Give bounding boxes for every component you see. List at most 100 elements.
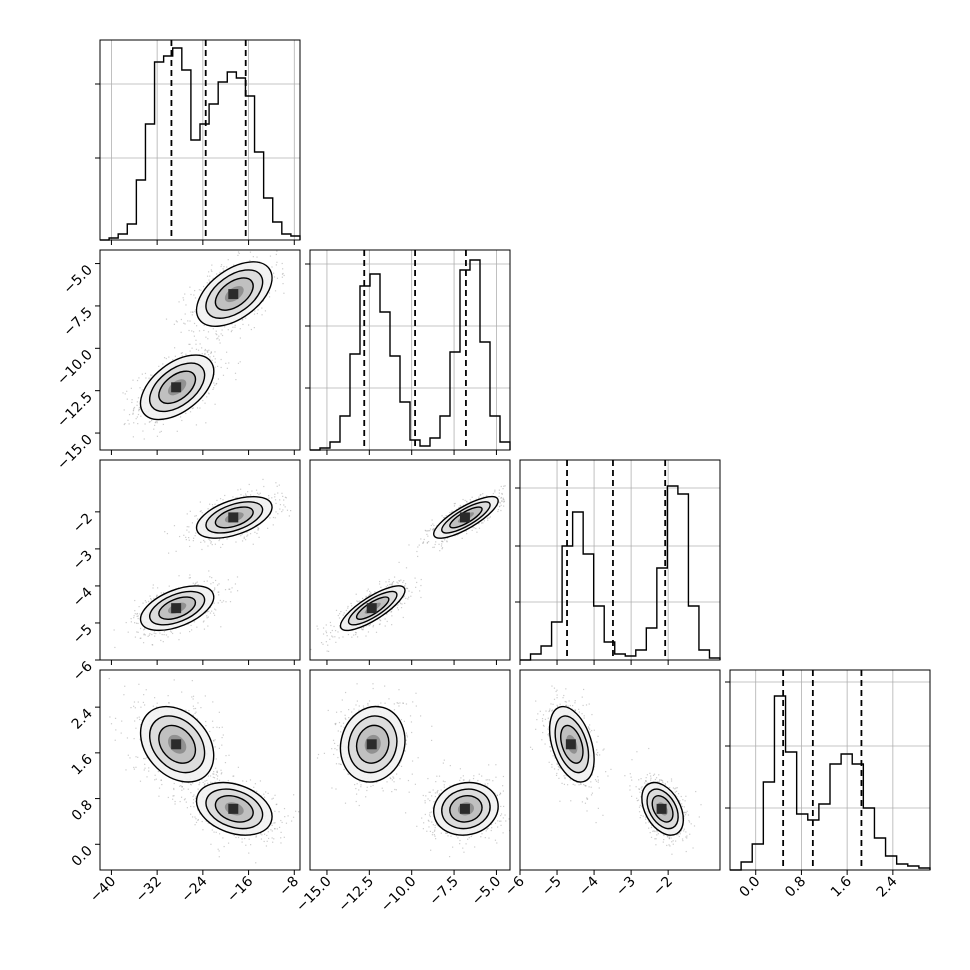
sample-point (154, 630, 156, 632)
sample-point (276, 250, 278, 252)
sample-point (486, 495, 488, 497)
sample-point (205, 336, 207, 338)
sample-point (207, 351, 209, 353)
sample-point (133, 617, 135, 619)
sample-point (136, 401, 139, 403)
sample-point (351, 636, 353, 638)
sample-point (158, 795, 160, 797)
sample-point (148, 767, 150, 769)
sample-point (222, 374, 225, 376)
sample-point (334, 629, 337, 632)
histogram-panel (305, 249, 511, 451)
sample-point (267, 527, 269, 529)
sample-point (193, 335, 195, 337)
sample-point (139, 780, 142, 782)
sample-point (181, 691, 183, 693)
sample-point (202, 621, 205, 623)
sample-point (502, 488, 504, 490)
sample-point (208, 271, 210, 273)
sample-point (136, 379, 139, 382)
sample-point (256, 312, 258, 315)
sample-point (124, 685, 126, 687)
sample-point (209, 356, 211, 358)
sample-point (212, 776, 214, 778)
sample-point (203, 329, 205, 332)
sample-point (191, 680, 193, 682)
sample-point (125, 621, 127, 624)
sample-point (225, 755, 227, 757)
sample-point (446, 540, 448, 542)
sample-point (227, 329, 229, 331)
sample-point (136, 615, 138, 617)
sample-point (139, 613, 141, 615)
sample-point (142, 602, 144, 604)
sample-point (203, 784, 205, 786)
sample-point (234, 372, 237, 374)
sample-point (404, 602, 406, 604)
sample-point (191, 347, 193, 349)
sample-point (230, 591, 232, 593)
sample-point (143, 704, 146, 706)
sample-point (286, 509, 289, 511)
sample-point (501, 500, 503, 502)
sample-point (263, 485, 265, 488)
sample-point (257, 526, 259, 529)
sample-point (282, 495, 284, 498)
sample-point (233, 264, 235, 266)
sample-point (232, 326, 234, 328)
sample-point (253, 313, 256, 315)
sample-point (207, 616, 209, 618)
sample-point (391, 608, 393, 610)
sample-point (147, 600, 150, 603)
sample-point (156, 595, 158, 597)
sample-point (234, 326, 236, 328)
sample-point (416, 550, 418, 553)
sample-point (205, 725, 207, 727)
sample-point (185, 539, 187, 541)
sample-point (325, 624, 327, 626)
sample-point (268, 495, 270, 497)
sample-point (426, 530, 428, 532)
sample-point (229, 601, 232, 603)
sample-point (205, 720, 207, 723)
sample-point (210, 352, 212, 355)
sample-point (152, 705, 154, 707)
sample-point (433, 524, 435, 527)
sample-point (204, 612, 206, 614)
sample-point (252, 543, 254, 545)
sample-point (391, 583, 394, 585)
sample-point (256, 256, 258, 258)
sample-point (220, 546, 222, 549)
density-peak (228, 512, 239, 523)
density-panel (310, 485, 506, 652)
sample-point (137, 756, 139, 758)
sample-point (362, 629, 364, 631)
sample-point (220, 264, 223, 266)
sample-point (206, 350, 208, 352)
sample-point (114, 739, 116, 741)
sample-point (194, 712, 196, 715)
sample-point (370, 592, 372, 594)
sample-point (160, 430, 162, 433)
sample-point (367, 631, 370, 633)
sample-point (499, 502, 502, 504)
sample-point (239, 337, 241, 339)
sample-point (199, 343, 201, 345)
sample-point (252, 256, 254, 258)
sample-point (199, 407, 201, 409)
sample-point (139, 738, 141, 740)
sample-point (211, 544, 213, 546)
sample-point (331, 629, 333, 632)
sample-point (122, 392, 124, 394)
sample-point (189, 343, 191, 345)
sample-point (175, 550, 177, 552)
sample-point (140, 415, 142, 417)
sample-point (127, 754, 129, 756)
sample-point (222, 600, 225, 602)
sample-point (167, 695, 169, 697)
sample-point (390, 611, 392, 613)
sample-point (331, 635, 333, 637)
sample-point (199, 782, 201, 784)
sample-point (503, 500, 506, 503)
sample-point (199, 510, 201, 513)
